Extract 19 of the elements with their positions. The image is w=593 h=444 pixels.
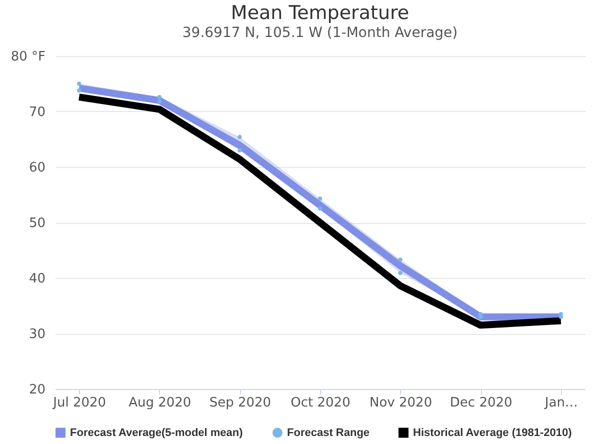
x-tick-label: Sep 2020 bbox=[209, 396, 272, 410]
y-tick-label: 80 °F bbox=[10, 50, 46, 64]
x-tick-label: Dec 2020 bbox=[450, 396, 512, 410]
chart-title: Mean Temperature bbox=[230, 2, 410, 24]
y-tick-label: 60 bbox=[28, 160, 46, 176]
y-tick-label: 20 bbox=[28, 382, 46, 398]
y-tick-label: 50 bbox=[28, 216, 46, 231]
x-tick-label: Nov 2020 bbox=[370, 396, 432, 410]
x-tick-label: Jul 2020 bbox=[52, 396, 106, 410]
x-tick-label: Aug 2020 bbox=[128, 396, 192, 410]
y-tick-label: 30 bbox=[28, 327, 46, 342]
x-tick-label: Jan… bbox=[544, 396, 578, 410]
legend-label: Forecast Average(5-model mean) bbox=[70, 426, 244, 439]
chart-subtitle: 39.6917 N, 105.1 W (1-Month Average) bbox=[182, 25, 458, 41]
legend-label: Historical Average (1981-2010) bbox=[413, 426, 572, 439]
y-tick-label: 70 bbox=[28, 105, 46, 120]
x-tick-label: Oct 2020 bbox=[290, 396, 350, 410]
legend-label: Forecast Range bbox=[287, 426, 370, 439]
y-tick-label: 40 bbox=[28, 272, 46, 286]
